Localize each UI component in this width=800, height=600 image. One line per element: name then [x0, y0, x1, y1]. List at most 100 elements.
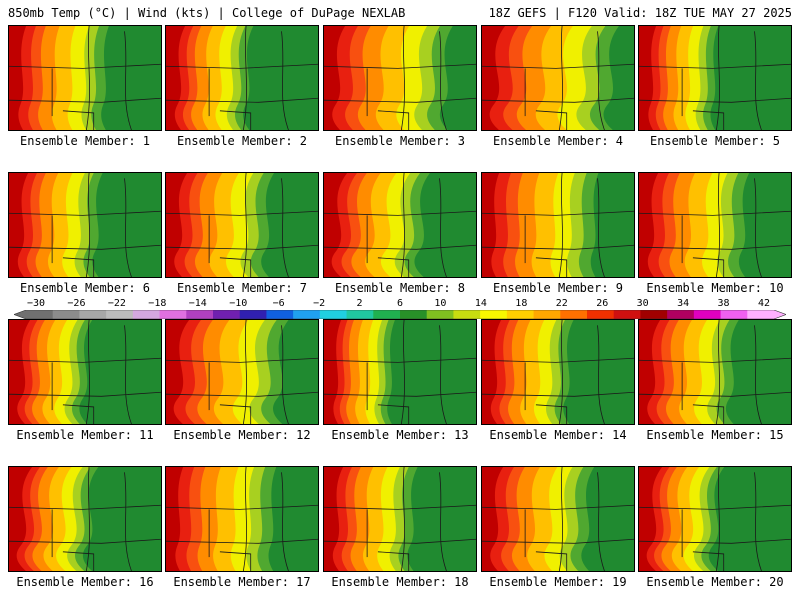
- ensemble-map-panel: [323, 172, 477, 278]
- ensemble-map-panel: [8, 25, 162, 131]
- ensemble-member-label: Ensemble Member: 14: [489, 428, 627, 442]
- map-boundary-line: [754, 178, 762, 277]
- ensemble-map-panel: [323, 466, 477, 572]
- colorbar-segment: [373, 310, 401, 319]
- map-boundary-line: [9, 538, 161, 544]
- map-boundary-line: [692, 551, 725, 571]
- ensemble-member-label: Ensemble Member: 9: [492, 281, 624, 295]
- map-boundary-line: [754, 325, 762, 424]
- map-boundary-line: [439, 472, 447, 571]
- ensemble-member-label: Ensemble Member: 7: [176, 281, 308, 295]
- map-boundary-line: [124, 31, 132, 130]
- model-run-info: 18Z GEFS | F120 Valid: 18Z TUE MAY 27 20…: [488, 6, 792, 20]
- map-boundary-line: [377, 404, 410, 424]
- map-boundary-line: [9, 210, 161, 216]
- map-boundary-line: [62, 551, 95, 571]
- colorbar-segment: [186, 310, 214, 319]
- colorbar-tick-label: 14: [474, 298, 487, 309]
- map-boundary-line: [9, 97, 161, 103]
- map-boundary-line: [482, 210, 634, 216]
- colorbar-high-arrow: [774, 310, 786, 319]
- ensemble-member-label: Ensemble Member: 20: [646, 575, 784, 589]
- colorbar-tick-label: −6: [272, 298, 285, 309]
- colorbar-segment: [426, 310, 454, 319]
- colorbar-segment: [79, 310, 107, 319]
- map-boundary-line: [439, 178, 447, 277]
- map-boundary-line: [692, 110, 725, 130]
- colorbar-tick-label: −2: [313, 298, 326, 309]
- temperature-band: [166, 173, 188, 277]
- colorbar-tick-label: 2: [356, 298, 363, 309]
- colorbar-tick-label: 30: [636, 298, 649, 309]
- map-boundary-line: [281, 31, 289, 130]
- map-boundary-line: [166, 63, 318, 69]
- temperature-band: [166, 26, 186, 130]
- map-boundary-line: [400, 320, 405, 424]
- map-boundary-line: [639, 391, 791, 397]
- colorbar-segment: [720, 310, 748, 319]
- ensemble-map-panel: [165, 172, 319, 278]
- map-boundary-line: [639, 97, 791, 103]
- colorbar-segment: [747, 310, 775, 319]
- map-boundary-line: [124, 472, 132, 571]
- colorbar-tick-label: 18: [515, 298, 528, 309]
- ensemble-map-panel: [481, 319, 635, 425]
- map-boundary-line: [535, 257, 568, 277]
- colorbar-tick-label: −10: [229, 298, 248, 309]
- ensemble-member-label: Ensemble Member: 12: [173, 428, 311, 442]
- ensemble-member-label: Ensemble Member: 10: [646, 281, 784, 295]
- map-boundary-line: [715, 173, 720, 277]
- colorbar-tick-label: 22: [555, 298, 568, 309]
- ensemble-member-label: Ensemble Member: 16: [16, 575, 154, 589]
- ensemble-member-label: Ensemble Member: 5: [649, 134, 781, 148]
- temperature-band: [482, 467, 504, 571]
- map-boundary-line: [535, 404, 568, 424]
- map-boundary-line: [324, 357, 476, 363]
- ensemble-map-panel: [481, 25, 635, 131]
- map-boundary-line: [324, 244, 476, 250]
- map-boundary-line: [324, 391, 476, 397]
- ensemble-member-label: Ensemble Member: 3: [334, 134, 466, 148]
- map-boundary-line: [85, 320, 90, 424]
- temperature-band: [639, 467, 663, 571]
- colorbar-tick-label: 6: [396, 298, 404, 309]
- colorbar-segment: [52, 310, 80, 319]
- colorbar-low-arrow: [14, 310, 26, 319]
- map-boundary-line: [324, 63, 476, 69]
- colorbar-tick-label: 10: [434, 298, 447, 309]
- map-boundary-line: [281, 178, 289, 277]
- map-boundary-line: [9, 63, 161, 69]
- temperature-band: [166, 467, 184, 571]
- map-boundary-line: [715, 320, 720, 424]
- ensemble-map-panel: [638, 25, 792, 131]
- temperature-band: [324, 467, 344, 571]
- colorbar-segment: [560, 310, 588, 319]
- map-boundary-line: [219, 257, 252, 277]
- colorbar-segment: [587, 310, 615, 319]
- ensemble-map-panel: [638, 319, 792, 425]
- colorbar-segment: [453, 310, 481, 319]
- map-boundary-line: [558, 173, 563, 277]
- map-boundary-line: [482, 97, 634, 103]
- colorbar-strip: [14, 310, 786, 319]
- colorbar-segment: [293, 310, 321, 319]
- colorbar-segment: [480, 310, 508, 319]
- colorbar-segment: [159, 310, 187, 319]
- colorbar-segment: [613, 310, 641, 319]
- colorbar-segment: [640, 310, 668, 319]
- map-boundary-line: [639, 357, 791, 363]
- temperature-band: [324, 320, 342, 424]
- colorbar-segment: [239, 310, 267, 319]
- colorbar-segment: [266, 310, 294, 319]
- map-boundary-line: [9, 357, 161, 363]
- colorbar-segment: [106, 310, 134, 319]
- ensemble-member-label: Ensemble Member: 19: [489, 575, 627, 589]
- colorbar-segment: [319, 310, 347, 319]
- colorbar-tick-label: −14: [188, 298, 207, 309]
- map-boundary-line: [754, 472, 762, 571]
- map-boundary-line: [377, 110, 410, 130]
- map-boundary-line: [242, 320, 247, 424]
- ensemble-member-label: Ensemble Member: 17: [173, 575, 311, 589]
- ensemble-member-label: Ensemble Member: 13: [331, 428, 469, 442]
- colorbar-segment: [506, 310, 534, 319]
